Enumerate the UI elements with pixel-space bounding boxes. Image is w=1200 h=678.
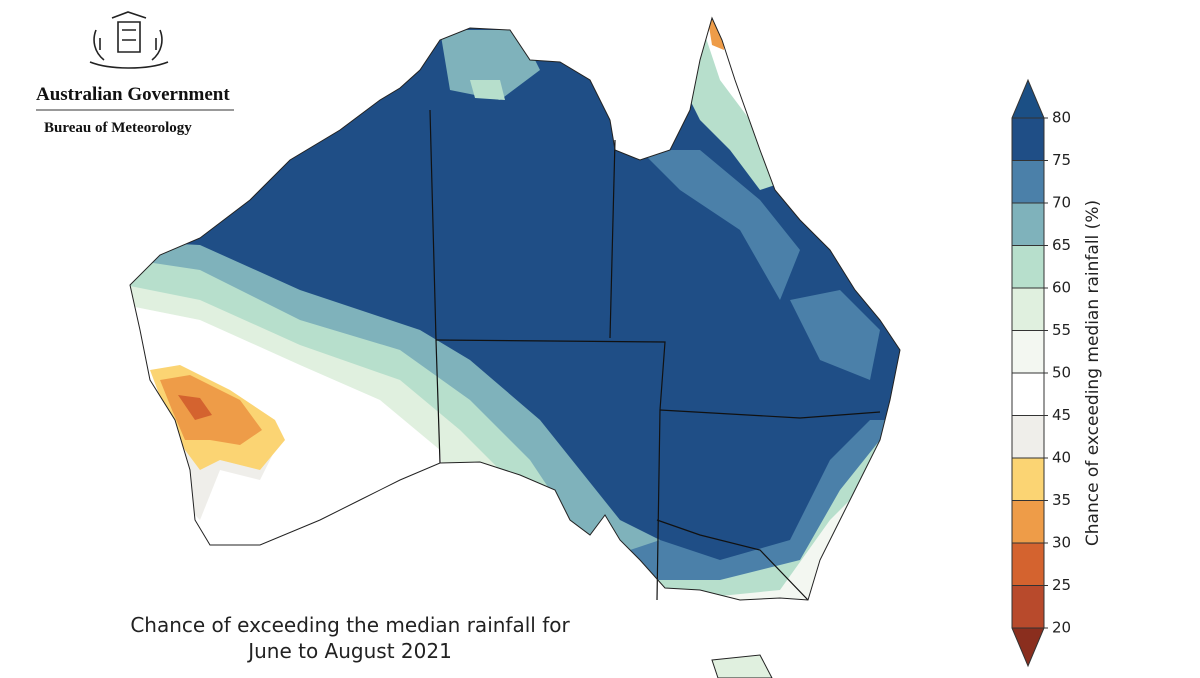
colorbar-band	[1012, 415, 1044, 458]
colorbar-band	[1012, 585, 1044, 628]
caption-line: June to August 2021	[246, 639, 452, 663]
colorbar-tick-label: 25	[1052, 576, 1071, 594]
colorbar-tick-label: 50	[1052, 364, 1071, 382]
colorbar: 20 25 30 35 40 45 50 55 60 65 70 75 80	[1011, 78, 1071, 668]
colorbar-tick-label: 30	[1052, 534, 1071, 552]
colorbar-tick-label: 35	[1052, 491, 1071, 509]
colorbar-band	[1012, 330, 1044, 373]
colorbar-band	[1012, 245, 1044, 288]
colorbar-band	[1012, 500, 1044, 543]
colorbar-under	[1012, 628, 1044, 666]
crest	[89, 11, 169, 69]
colorbar-tick-label: 20	[1052, 619, 1071, 637]
government-name: Australian Government	[36, 84, 230, 105]
coastline	[129, 16, 901, 601]
colorbar-tick-label: 75	[1052, 151, 1071, 169]
colorbar-label: Chance of exceeding median rainfall (%)	[1083, 200, 1103, 546]
colorbar-tick-label: 40	[1052, 449, 1071, 467]
colorbar-band	[1012, 288, 1044, 331]
colorbar-over	[1012, 80, 1044, 118]
colorbar-tick-label: 65	[1052, 236, 1071, 254]
state-borders	[429, 109, 881, 601]
colorbar-band	[1012, 160, 1044, 203]
colorbar-tick-label: 70	[1052, 194, 1071, 212]
colorbar-band	[1012, 458, 1044, 501]
colorbar-band	[1012, 118, 1044, 161]
colorbar-tick-label: 55	[1052, 321, 1071, 339]
bureau-name: Bureau of Meteorology	[44, 120, 192, 136]
tasmania	[711, 654, 773, 678]
colorbar-tick-label: 60	[1052, 279, 1071, 297]
colorbar-tick-label: 80	[1052, 109, 1071, 127]
colorbar-tick-label: 45	[1052, 406, 1071, 424]
caption-line: Chance of exceeding the median rainfall …	[130, 613, 570, 637]
colorbar-band	[1012, 373, 1044, 416]
colorbar-band	[1012, 203, 1044, 246]
colorbar-band	[1012, 543, 1044, 586]
